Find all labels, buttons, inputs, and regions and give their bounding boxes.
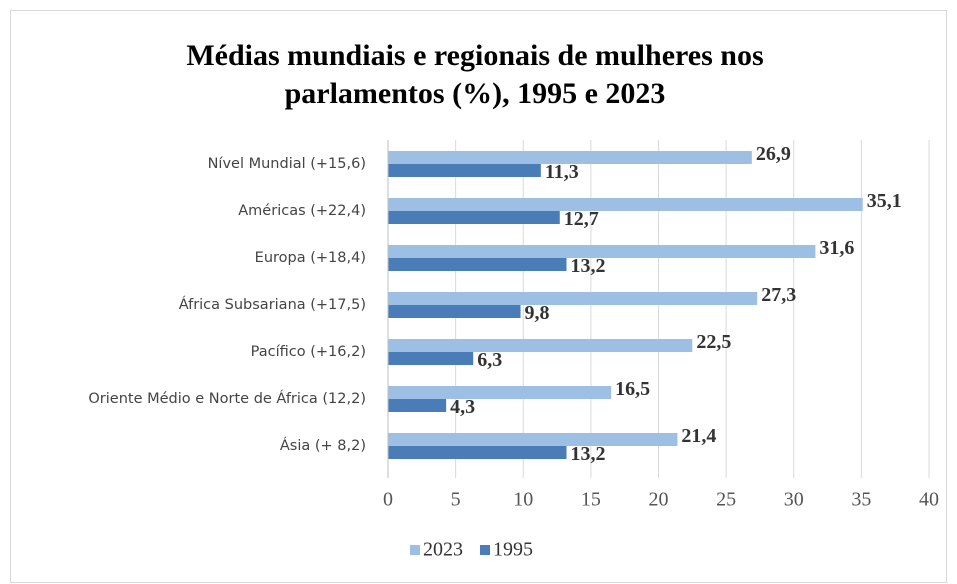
x-tick-label: 15 bbox=[581, 489, 601, 511]
bar bbox=[388, 352, 474, 365]
data-label: 13,2 bbox=[571, 255, 606, 277]
data-label: 31,6 bbox=[819, 237, 854, 259]
data-label: 35,1 bbox=[867, 190, 902, 212]
bar bbox=[388, 164, 541, 177]
legend-label: 2023 bbox=[423, 539, 463, 561]
x-tick-label: 10 bbox=[513, 489, 533, 511]
bar bbox=[388, 446, 567, 459]
y-tick-label: Nível Mundial (+15,6) bbox=[208, 156, 366, 172]
bar bbox=[388, 258, 567, 271]
bar bbox=[388, 292, 758, 305]
y-tick-label: Europa (+18,4) bbox=[255, 250, 366, 266]
data-label: 13,2 bbox=[571, 443, 606, 465]
bar bbox=[388, 399, 447, 412]
data-label: 9,8 bbox=[525, 302, 550, 324]
data-label: 16,5 bbox=[615, 378, 650, 400]
x-tick-label: 0 bbox=[383, 489, 393, 511]
data-label: 27,3 bbox=[761, 284, 796, 306]
bar bbox=[388, 245, 816, 258]
legend-label: 1995 bbox=[493, 539, 533, 561]
bar bbox=[388, 339, 693, 352]
x-tick-label: 30 bbox=[784, 489, 804, 511]
chart-title: parlamentos (%), 1995 e 2023 bbox=[285, 77, 666, 110]
data-label: 22,5 bbox=[696, 331, 731, 353]
x-tick-label: 40 bbox=[919, 489, 939, 511]
x-tick-label: 25 bbox=[716, 489, 736, 511]
chart-title: Médias mundiais e regionais de mulheres … bbox=[186, 39, 763, 72]
bar bbox=[388, 305, 521, 318]
y-tick-label: Américas (+22,4) bbox=[238, 203, 366, 219]
bar bbox=[388, 198, 863, 211]
legend-swatch bbox=[480, 545, 490, 555]
data-label: 6,3 bbox=[477, 349, 502, 371]
bar bbox=[388, 211, 560, 224]
bar bbox=[388, 386, 612, 399]
y-tick-label: Oriente Médio e Norte de África (12,2) bbox=[88, 390, 366, 407]
x-tick-label: 5 bbox=[451, 489, 461, 511]
bar bbox=[388, 433, 678, 446]
data-label: 21,4 bbox=[681, 425, 716, 447]
data-label: 26,9 bbox=[756, 143, 791, 165]
legend-swatch bbox=[410, 545, 420, 555]
data-label: 12,7 bbox=[564, 208, 599, 230]
data-label: 4,3 bbox=[450, 396, 475, 418]
bar bbox=[388, 151, 752, 164]
y-tick-label: África Subsariana (+17,5) bbox=[179, 296, 366, 313]
x-tick-label: 35 bbox=[851, 489, 871, 511]
data-label: 11,3 bbox=[545, 161, 579, 183]
y-tick-label: Pacífico (+16,2) bbox=[251, 344, 366, 360]
y-tick-label: Ásia (+ 8,2) bbox=[280, 437, 366, 454]
x-tick-label: 20 bbox=[649, 489, 669, 511]
